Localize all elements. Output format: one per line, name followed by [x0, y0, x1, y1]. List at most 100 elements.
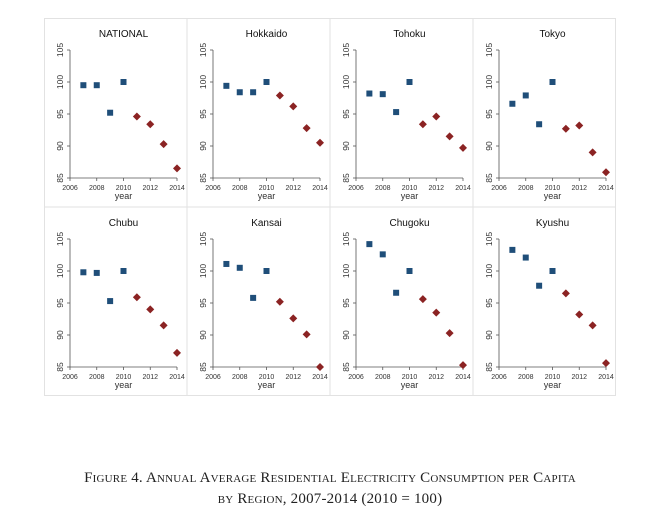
point-diamond: [561, 124, 570, 133]
point-square: [120, 79, 127, 85]
point-diamond: [445, 329, 454, 338]
chart-panels: NATIONAL 85 90 95 100 105 2006 2008 2010 2012 2014…: [44, 18, 616, 396]
x-tick-label: 2006: [491, 374, 507, 381]
panel-tohoku: Tohoku 85 90 95 100 105 2006 2008 2010 2012 2014 ye…: [341, 29, 471, 201]
y-tick-label: 100: [484, 75, 494, 89]
x-axis-label: year: [544, 191, 562, 201]
x-tick-label: 2010: [259, 185, 275, 192]
y-tick-label: 90: [55, 330, 65, 340]
x-tick-label: 2010: [402, 185, 418, 192]
point-square: [93, 82, 100, 89]
point-diamond: [132, 112, 141, 121]
y-tick-label: 85: [341, 362, 351, 372]
point-diamond: [173, 348, 181, 357]
point-square: [80, 82, 87, 89]
point-diamond: [459, 143, 467, 152]
x-tick-label: 2006: [348, 185, 364, 192]
x-tick-label: 2008: [232, 185, 248, 192]
point-diamond: [602, 168, 610, 177]
point-diamond: [275, 297, 284, 306]
point-square: [379, 91, 386, 98]
x-tick-label: 2006: [205, 374, 221, 381]
y-tick-label: 85: [198, 173, 208, 183]
y-tick-label: 90: [55, 141, 65, 151]
x-tick-label: 2014: [455, 374, 471, 381]
x-axis-label: year: [401, 191, 419, 201]
point-diamond: [459, 361, 467, 370]
caption-line-2: by Region, 2007-2014 (2010 = 100): [217, 491, 443, 507]
point-square: [522, 254, 529, 261]
x-axis-label: year: [258, 191, 276, 201]
y-tick-label: 100: [198, 75, 208, 89]
point-square: [406, 268, 413, 274]
y-tick-label: 85: [198, 362, 208, 372]
y-tick-label: 100: [484, 264, 494, 278]
point-square: [223, 260, 230, 267]
panel-title: Kyushu: [536, 218, 569, 229]
y-tick-label: 105: [341, 232, 351, 246]
point-square: [250, 294, 257, 301]
y-tick-label: 85: [55, 362, 65, 372]
y-tick-label: 95: [484, 109, 494, 119]
caption-line-1: Figure 4. Annual Average Residential Ele…: [84, 470, 576, 486]
point-diamond: [418, 120, 427, 129]
panel-chubu: Chubu 85 90 95 100 105 2006 2008 2010 2012 2014 yea…: [55, 218, 185, 390]
point-diamond: [146, 305, 155, 314]
point-diamond: [289, 102, 298, 111]
panel-title: Tokyo: [539, 29, 566, 40]
x-tick-label: 2014: [598, 185, 614, 192]
panel-title: Tohoku: [393, 29, 425, 40]
x-axis-label: year: [544, 380, 562, 390]
y-tick-label: 100: [55, 75, 65, 89]
y-tick-label: 95: [484, 298, 494, 308]
panel-title: Hokkaido: [246, 29, 288, 40]
point-square: [406, 79, 413, 85]
x-tick-label: 2006: [62, 185, 78, 192]
point-square: [536, 282, 543, 289]
x-tick-label: 2010: [116, 185, 132, 192]
x-tick-label: 2010: [116, 374, 132, 381]
x-tick-label: 2012: [285, 374, 301, 381]
x-tick-label: 2010: [259, 374, 275, 381]
x-tick-label: 2008: [89, 374, 105, 381]
y-tick-label: 90: [484, 141, 494, 151]
x-tick-label: 2008: [232, 374, 248, 381]
panel-tokyo: Tokyo 85 90 95 100 105 2006 2008 2010 2012 2014 yea…: [484, 29, 614, 201]
point-diamond: [588, 321, 597, 330]
x-tick-label: 2006: [62, 374, 78, 381]
point-diamond: [561, 289, 570, 298]
x-tick-label: 2014: [598, 374, 614, 381]
y-tick-label: 95: [55, 109, 65, 119]
x-tick-label: 2012: [285, 185, 301, 192]
point-square: [236, 89, 243, 96]
y-tick-label: 100: [341, 75, 351, 89]
x-tick-label: 2010: [545, 374, 561, 381]
point-square: [549, 79, 556, 85]
x-tick-label: 2006: [205, 185, 221, 192]
point-diamond: [159, 140, 168, 149]
point-diamond: [575, 121, 584, 130]
x-tick-label: 2012: [142, 374, 158, 381]
point-diamond: [146, 120, 155, 129]
panel-kansai: Kansai 85 90 95 100 105 2006 2008 2010 2012 2014 ye…: [198, 218, 328, 390]
point-diamond: [418, 295, 427, 304]
x-tick-label: 2008: [518, 374, 534, 381]
x-axis-label: year: [115, 380, 133, 390]
point-square: [263, 79, 270, 85]
y-tick-label: 105: [341, 43, 351, 57]
figure-caption: Figure 4. Annual Average Residential Ele…: [0, 468, 660, 510]
panel-chugoku: Chugoku 85 90 95 100 105 2006 2008 2010 2012 2014 y…: [341, 218, 471, 390]
x-tick-label: 2012: [428, 374, 444, 381]
x-tick-label: 2010: [402, 374, 418, 381]
x-tick-label: 2012: [571, 185, 587, 192]
point-diamond: [302, 124, 311, 133]
point-diamond: [432, 112, 441, 121]
point-square: [120, 268, 127, 274]
x-tick-label: 2006: [348, 374, 364, 381]
y-tick-label: 105: [484, 232, 494, 246]
point-square: [509, 100, 516, 107]
point-square: [549, 268, 556, 274]
x-tick-label: 2014: [169, 185, 185, 192]
y-tick-label: 100: [341, 264, 351, 278]
